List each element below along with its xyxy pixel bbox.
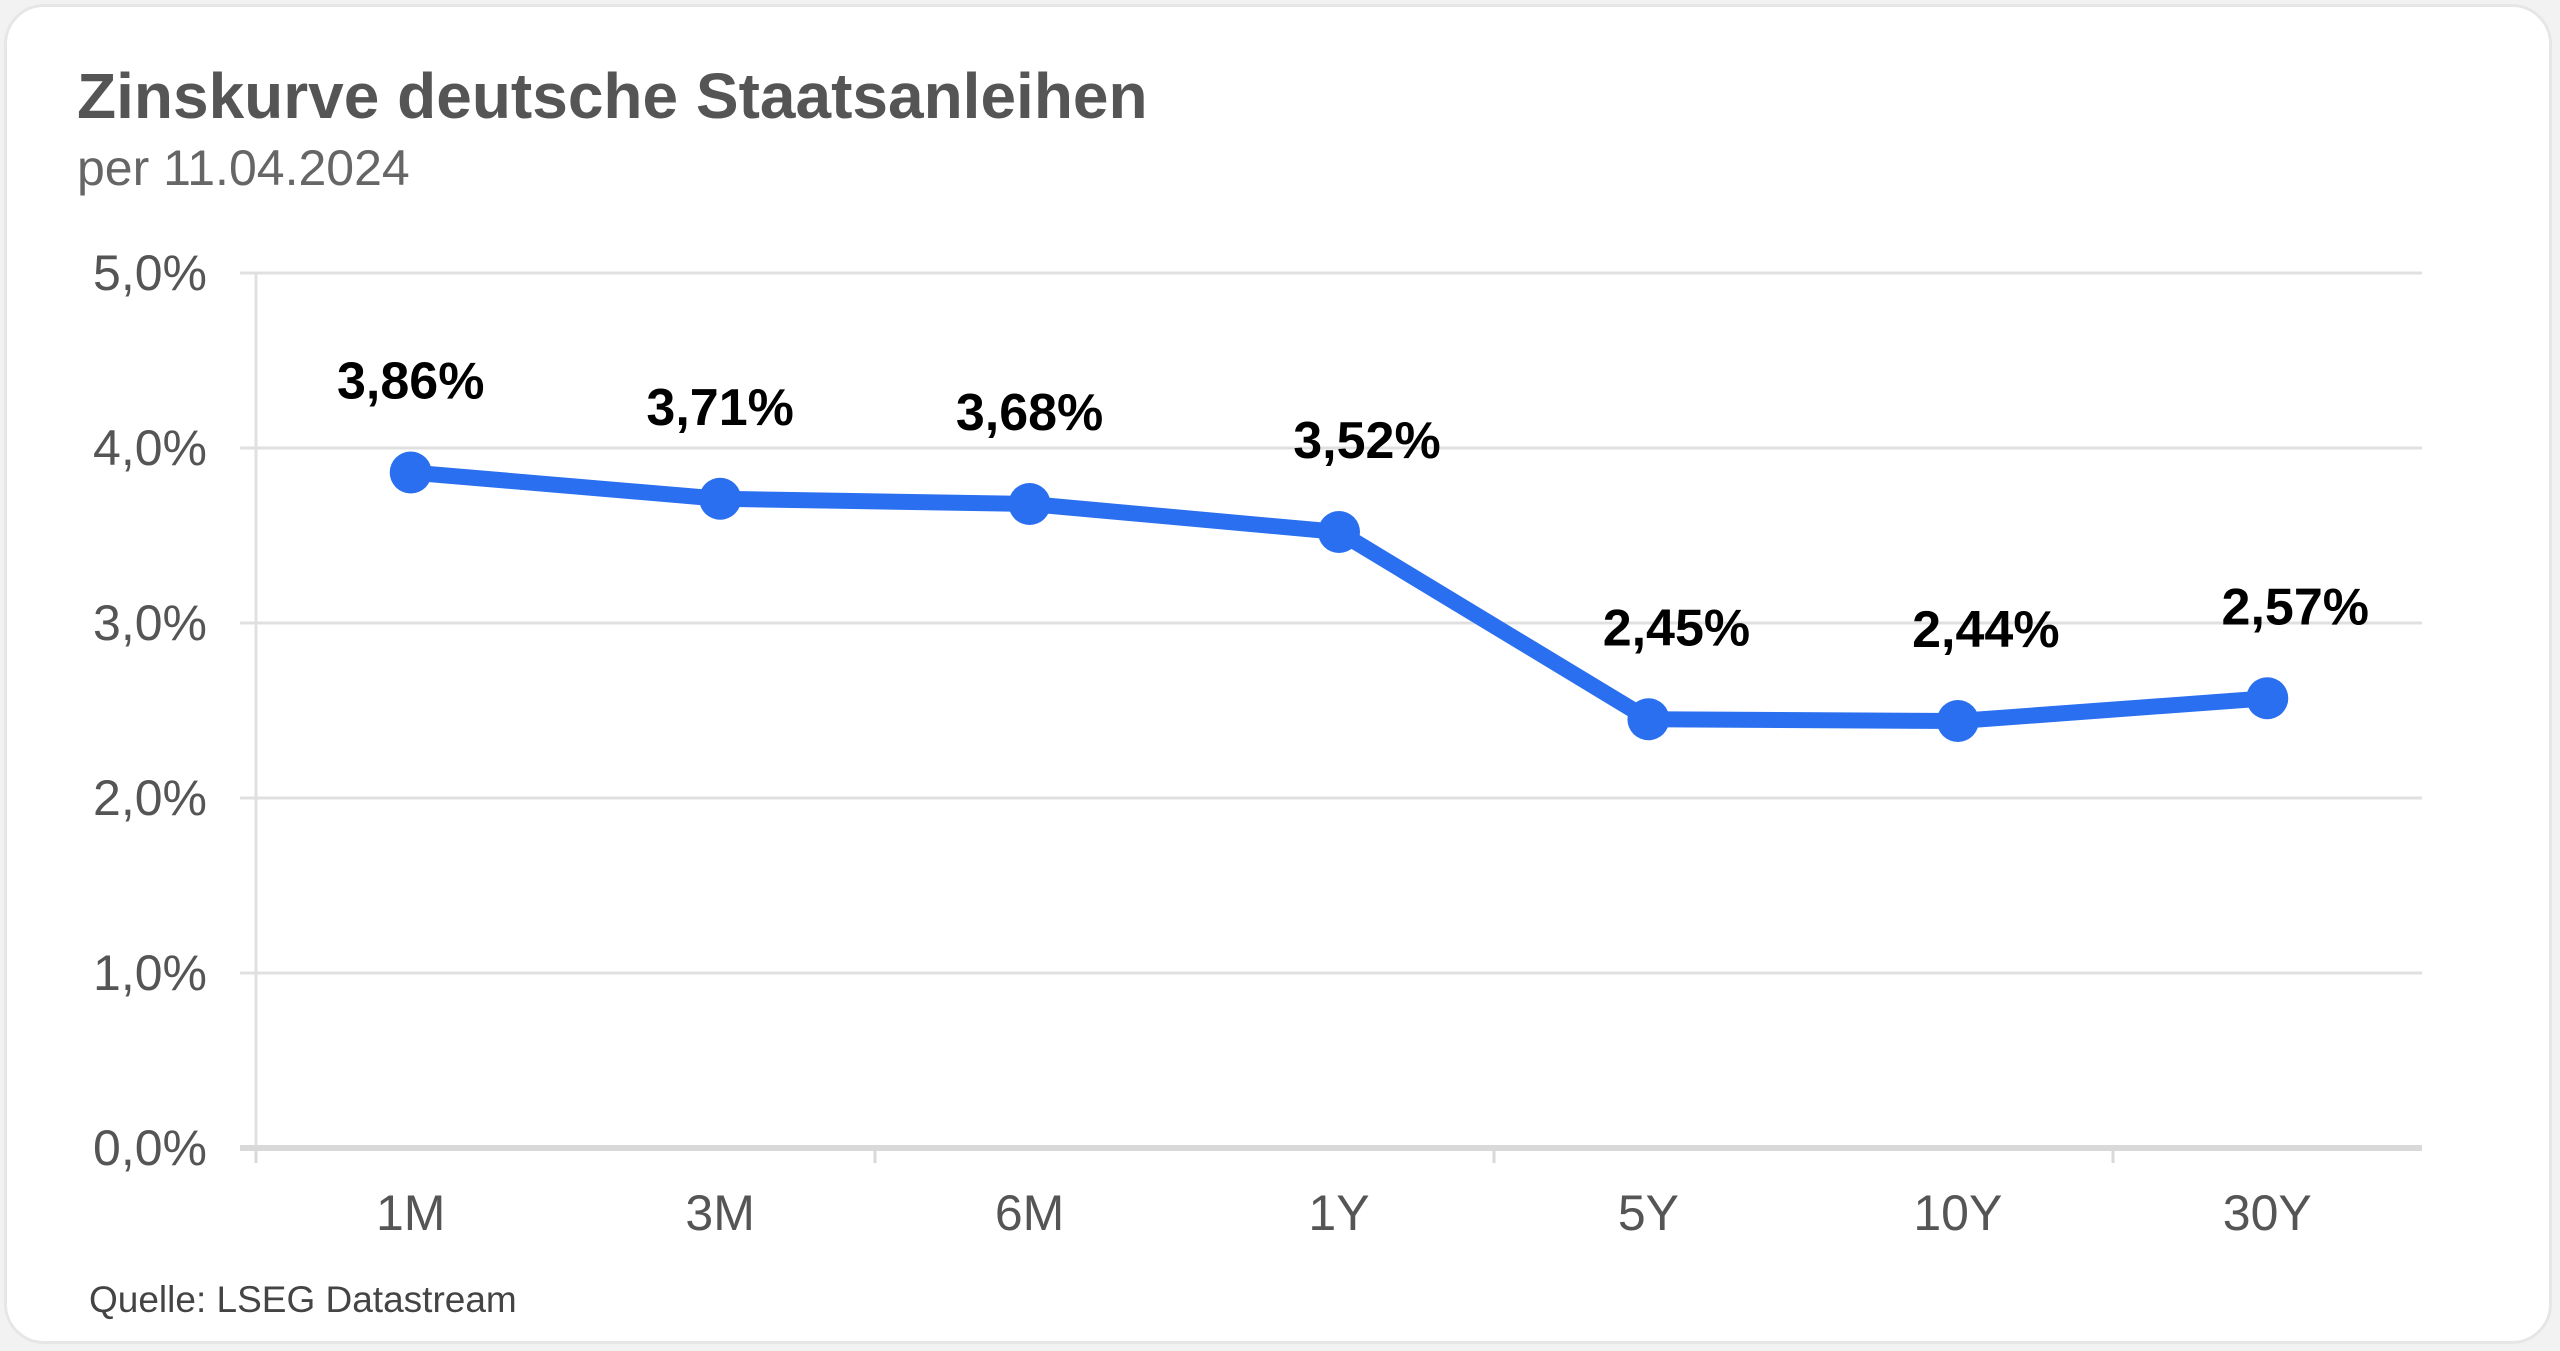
data-label: 3,86% <box>337 353 484 411</box>
y-tick-label: 0,0% <box>93 1120 207 1176</box>
data-label: 2,45% <box>1603 599 1750 657</box>
chart-source: Quelle: LSEG Datastream <box>89 1279 517 1320</box>
data-point <box>2246 677 2289 720</box>
data-label: 3,52% <box>1293 412 1440 470</box>
y-tick-label: 1,0% <box>93 945 207 1001</box>
data-point <box>389 451 432 494</box>
data-label: 2,44% <box>1912 601 2059 659</box>
chart-subtitle: per 11.04.2024 <box>77 140 410 196</box>
series-line <box>410 464 2268 729</box>
x-tick-label: 30Y <box>2223 1185 2312 1241</box>
x-tick-label: 10Y <box>1913 1185 2002 1241</box>
data-point <box>1936 700 1979 742</box>
x-tick-label: 1M <box>376 1185 445 1241</box>
data-label: 2,57% <box>2222 578 2369 636</box>
chart-title: Zinskurve deutsche Staatsanleihen <box>77 60 1148 132</box>
data-label: 3,68% <box>956 384 1103 442</box>
data-point <box>1008 483 1051 525</box>
chart-card: Zinskurve deutsche Staatsanleihen per 11… <box>4 4 2552 1344</box>
data-point <box>1318 511 1360 553</box>
x-tick-label: 6M <box>995 1185 1064 1241</box>
y-tick-label: 2,0% <box>93 770 207 826</box>
y-tick-label: 3,0% <box>93 595 207 651</box>
data-point <box>699 477 742 520</box>
x-tick-label: 5Y <box>1618 1185 1679 1241</box>
data-label: 3,71% <box>646 379 793 437</box>
y-tick-label: 5,0% <box>93 245 207 301</box>
y-tick-label: 4,0% <box>93 420 207 476</box>
data-point <box>1627 698 1670 741</box>
x-tick-label: 3M <box>685 1185 754 1241</box>
x-tick-label: 1Y <box>1308 1185 1369 1241</box>
